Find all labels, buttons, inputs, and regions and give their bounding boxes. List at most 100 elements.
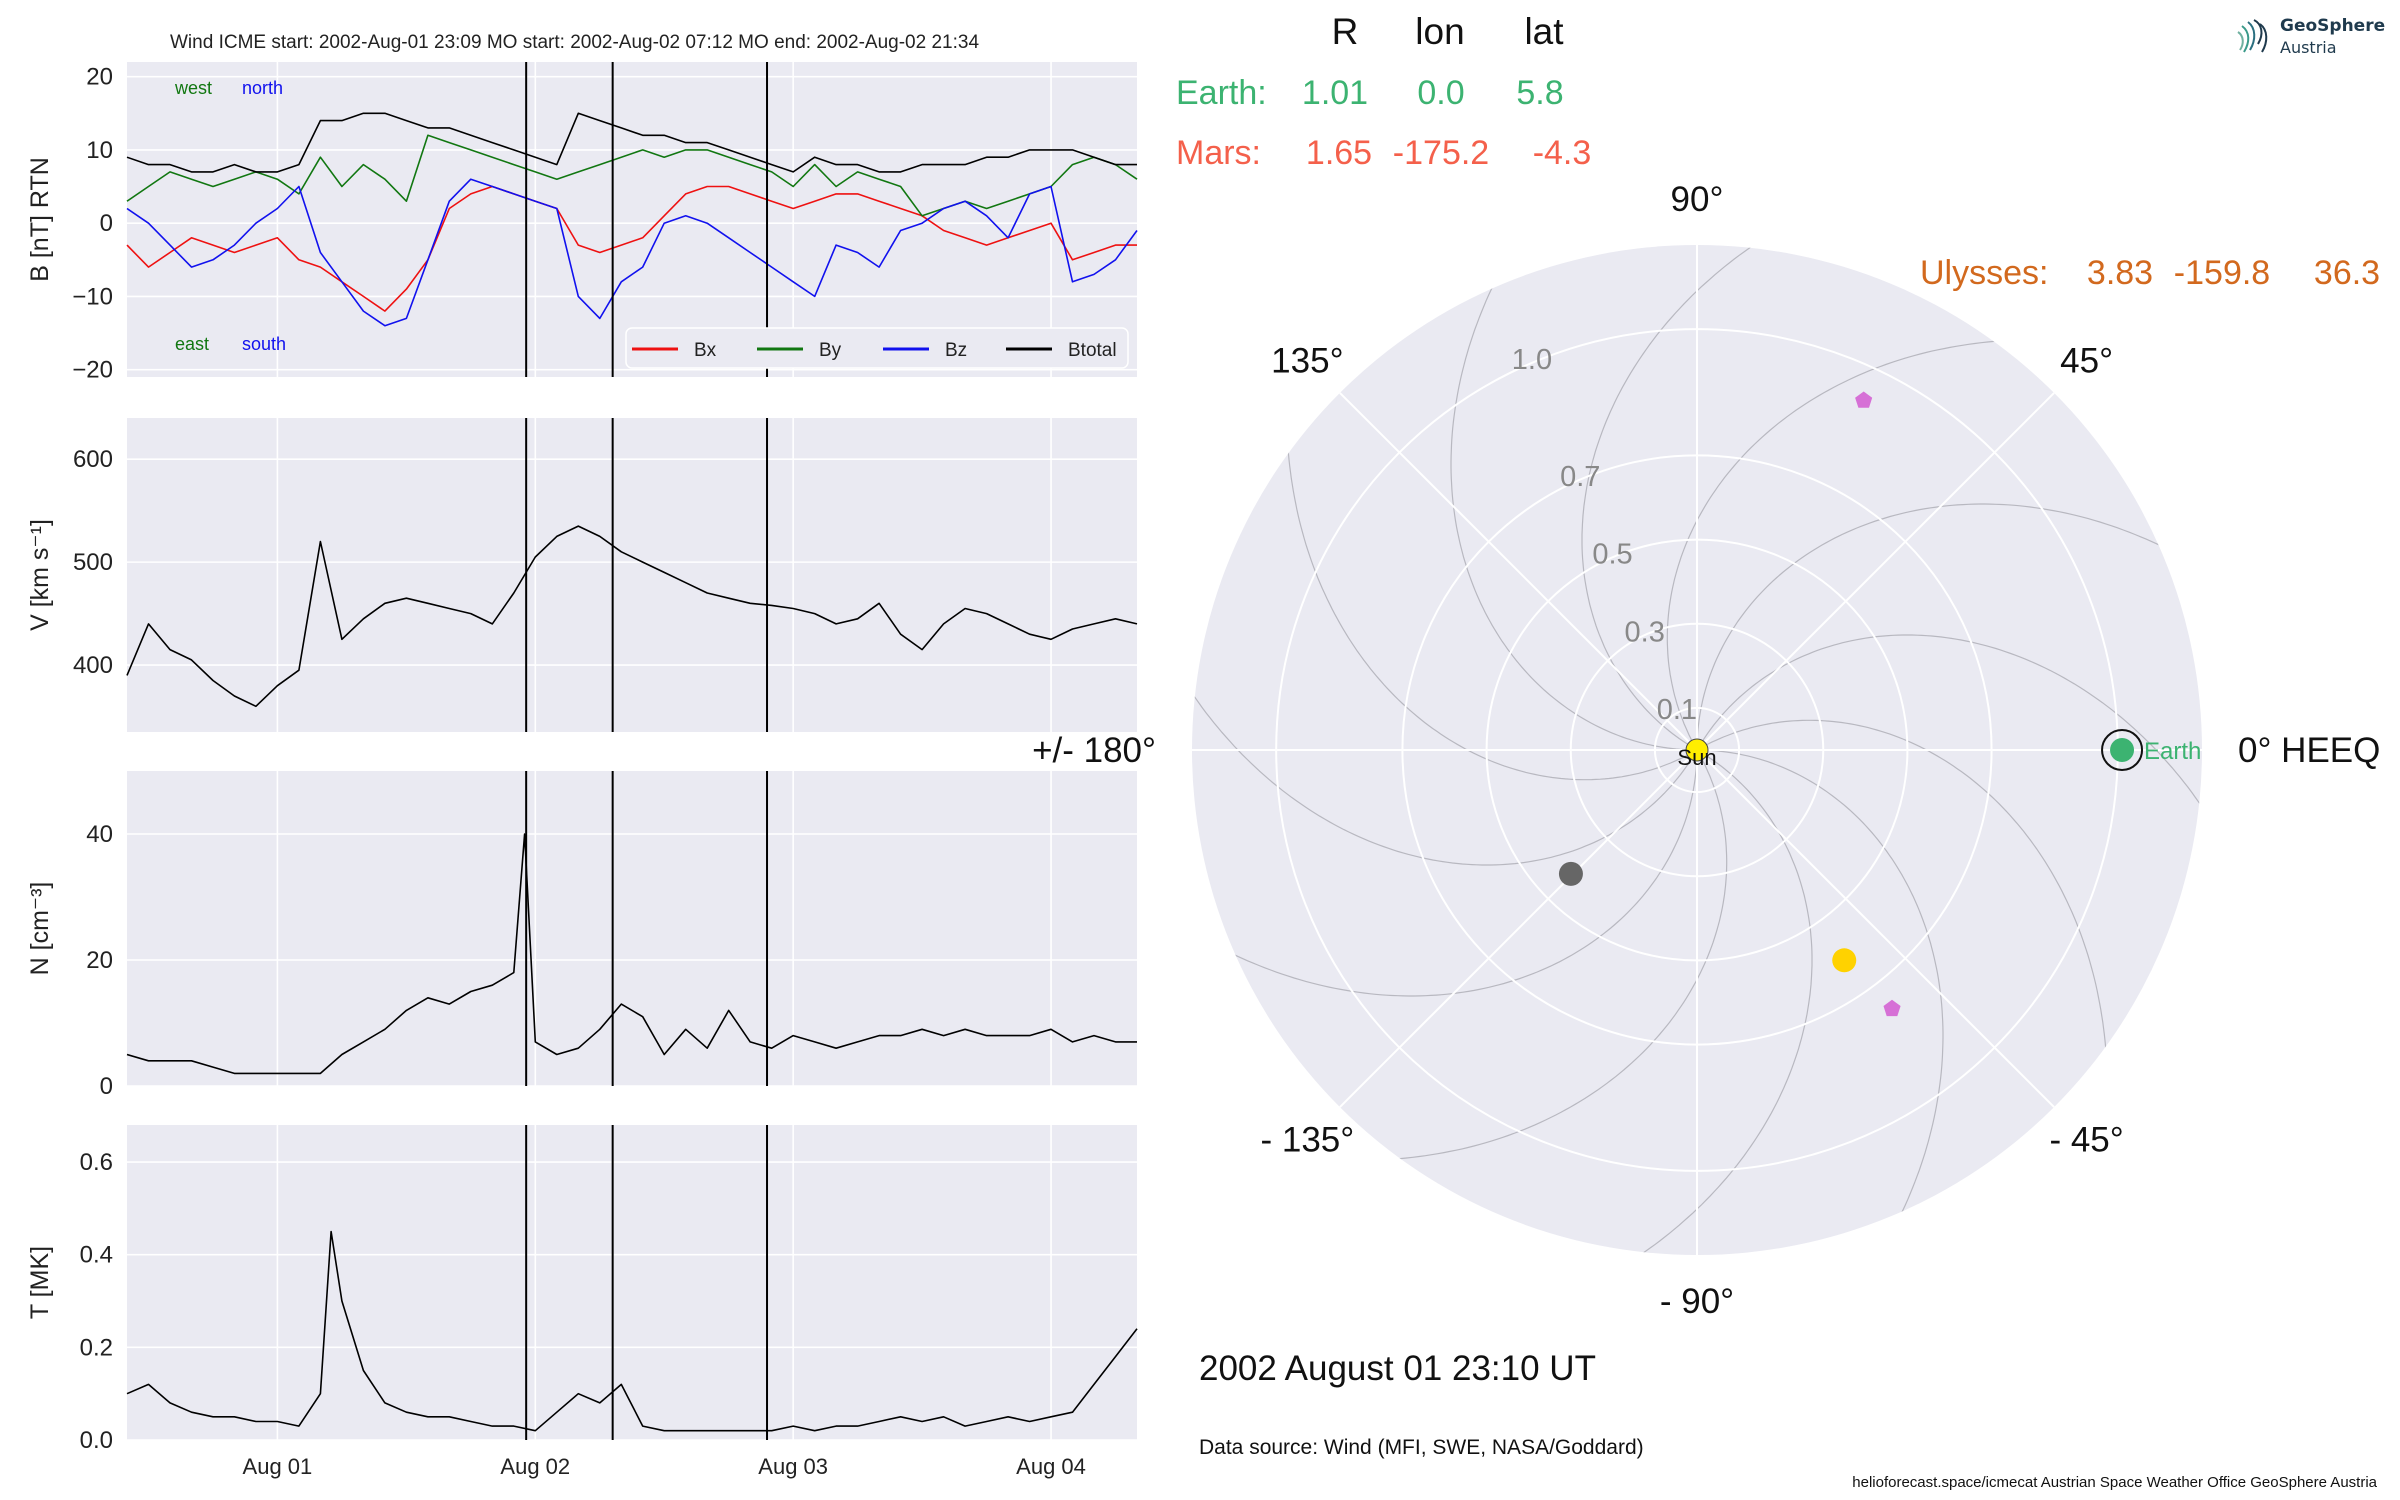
point-label: Earth [2144,738,2201,765]
series-v [126,525,1138,708]
panel-background [127,771,1137,1086]
timestamp: 2002 August 01 23:10 UT [1199,1349,1596,1388]
y-tick-label: −10 [72,283,113,310]
ulysses-row-name: Ulysses: [1920,254,2048,292]
mars-row-lon: -175.2 [1393,134,1489,172]
ulysses-row-R: 3.83 [2087,254,2153,292]
angle-label: - 135° [1260,1121,1354,1160]
sun-label: Sun [1677,745,1716,770]
geosphere-logo: GeoSphere Austria [2232,14,2386,62]
y-tick-label: 20 [86,947,113,974]
parker-spiral [1192,750,1698,997]
angle-spoke [1339,749,1698,1108]
radial-tick-label: 0.3 [1625,616,1665,648]
earth-marker [2110,738,2135,762]
annotation-north: north [242,78,283,98]
logo-line1: GeoSphere [2280,16,2386,36]
angle-label: 90° [1671,180,1724,219]
radial-tick-label: 0.7 [1560,461,1600,493]
panel-title: Wind ICME start: 2002-Aug-01 23:09 MO st… [170,32,979,53]
series-by [126,134,1138,217]
b-panel-annotations: west north east south [174,78,286,354]
series-n [126,833,1137,1075]
panel-4: 0.6 0.4 0.2 0.0 T [MK] [26,1125,1138,1454]
annotation-south: south [242,334,286,354]
series-bx [126,185,1137,312]
y-axis-label: T [MK] [26,1246,54,1319]
y-tick-label: 0.4 [80,1242,113,1269]
earth-row-R: 1.01 [1302,74,1368,112]
point-mars-position [1558,861,1583,886]
sun-marker [1685,738,1709,762]
polar-position-plot: 0.1 0.3 0.5 0.7 1.0 0° HEEQ 45° 90° 135° +/- 180°… [1032,180,2380,1321]
y-tick-label: 0 [100,1073,113,1100]
x-tick-label: Aug 01 [243,1454,313,1479]
earth-ring [2101,729,2144,771]
legend-label-btotal: Btotal [1068,340,1117,361]
x-tick-labels: Aug 01 Aug 02 Aug 03 Aug 04 [243,1454,1086,1479]
angle-label: 135° [1271,341,1343,380]
panel-background [127,62,1137,377]
parker-spiral [1666,339,2067,751]
table-header-lon: lon [1415,11,1464,52]
panel-2: 600 500 400 V [km s⁻¹] [26,418,1138,732]
y-tick-label: −20 [72,357,113,384]
credits: helioforecast.space/icmecat Austrian Spa… [1852,1474,2377,1491]
earth-row-lat: 5.8 [1516,74,1563,112]
legend-box [625,327,1129,369]
y-tick-label: 10 [86,137,113,164]
mars-row-R: 1.65 [1306,134,1372,172]
series-btotal [126,112,1137,173]
y-tick-label: 40 [86,821,113,848]
angle-label: +/- 180° [1032,731,1156,770]
spacecraft-marker [1855,391,1873,408]
parker-spiral [1696,719,2108,1120]
annotation-west: west [174,78,212,98]
mars-row-name: Mars: [1176,134,1261,172]
point-spacecraft-top [1855,391,1873,408]
legend-label-bx: Bx [694,340,717,361]
y-tick-label: 600 [73,446,113,473]
panel-background [127,1125,1137,1440]
radial-tick-label: 1.0 [1512,344,1552,376]
legend-label-by: By [819,340,842,361]
x-tick-label: Aug 02 [500,1454,570,1479]
angle-label: - 90° [1660,1282,1734,1321]
data-source: Data source: Wind (MFI, SWE, NASA/Goddar… [1199,1436,1644,1459]
geosphere-logo-icon [2237,19,2268,53]
mars-row-lat: -4.3 [1533,134,1592,172]
parker-spiral [1697,749,1944,1255]
y-tick-label: 500 [73,549,113,576]
series-t [126,1230,1138,1432]
y-tick-label: 0.0 [80,1427,113,1454]
y-axis-label: V [km s⁻¹] [26,519,54,631]
spacecraft-marker [1883,999,1901,1017]
x-tick-label: Aug 03 [758,1454,828,1479]
radial-tick-label: 0.5 [1592,539,1632,571]
earth-row-name: Earth: [1176,74,1267,112]
angle-spoke [1696,749,2055,1108]
planet-marker [1558,861,1583,886]
position-table: R lon lat Earth: 1.01 0.0 5.8 Mars: 1.65… [1176,11,2380,292]
angle-spoke [1339,392,1698,751]
y-tick-label: 400 [73,652,113,679]
y-tick-label: 20 [86,64,113,91]
point-yellow-point [1832,948,1857,973]
y-tick-label: 0.6 [80,1149,113,1176]
panel-1: 20 10 0 −10 −20 B [nT] RTN [26,62,1138,384]
point-spacecraft-bottom [1883,999,1901,1017]
planet-marker [1832,948,1857,973]
angle-label: - 45° [2049,1121,2123,1160]
point-sun: Sun [1677,738,1717,770]
legend: Bx By Bz Btotal [625,327,1129,369]
x-tick-label: Aug 04 [1016,1454,1086,1479]
parker-spiral [1450,245,1697,751]
ulysses-row-lat: 36.3 [2314,254,2380,292]
ulysses-row-lon: -159.8 [2174,254,2270,292]
y-tick-label: 0 [100,210,113,237]
y-tick-label: 0.2 [80,1334,113,1361]
angle-spoke [1696,392,2055,751]
logo-line2: Austria [2280,38,2337,57]
